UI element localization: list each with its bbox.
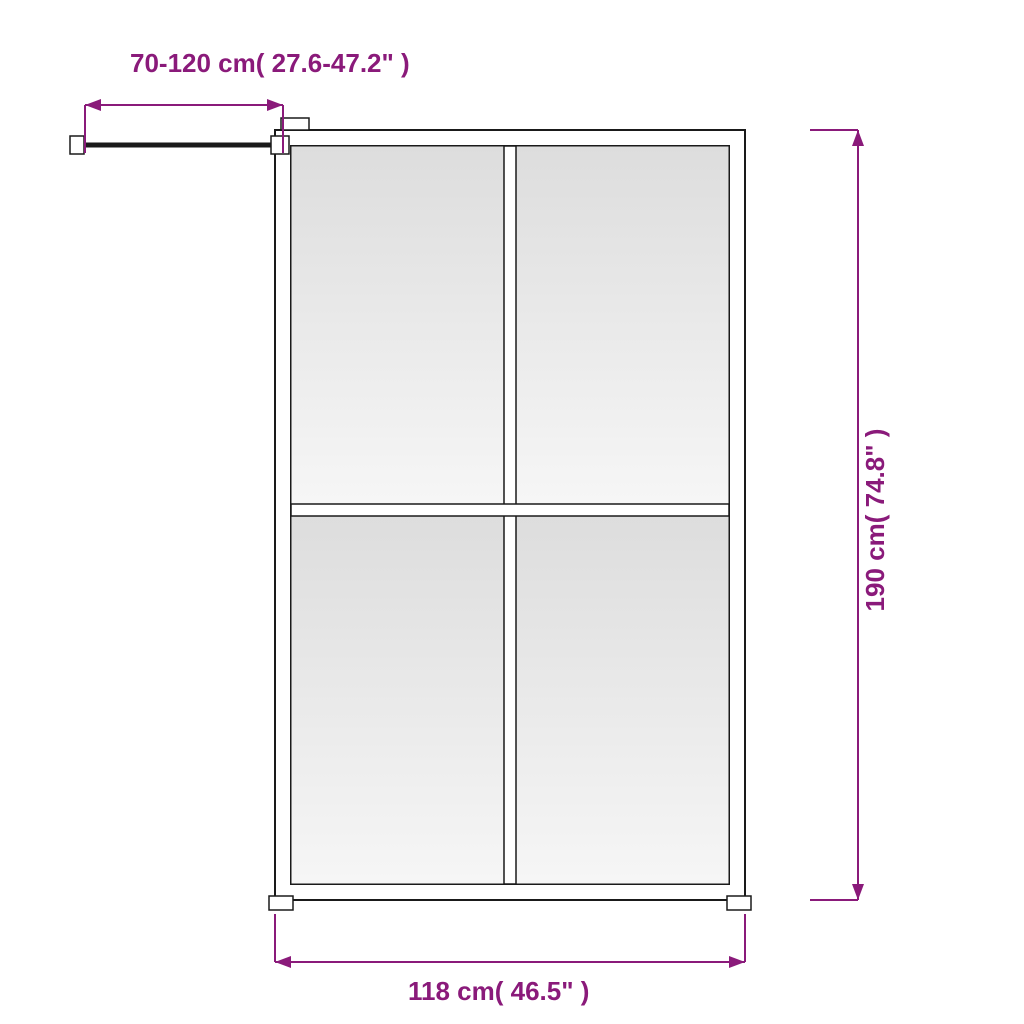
foot-right [727, 896, 751, 910]
dim-width-label: 118 cm( 46.5" ) [408, 976, 589, 1006]
arm-clamp [271, 136, 289, 154]
dim-height-label: 190 cm( 74.8" ) [860, 429, 890, 612]
top-connector [281, 118, 309, 130]
pane-bottom-left [291, 516, 504, 884]
wall-bracket [70, 136, 84, 154]
dim-depth-label: 70-120 cm( 27.6-47.2" ) [130, 48, 410, 78]
pane-top-right [516, 146, 729, 504]
mullion-horiz [291, 504, 729, 516]
pane-bottom-right [516, 516, 729, 884]
foot-left [269, 896, 293, 910]
pane-top-left [291, 146, 504, 504]
